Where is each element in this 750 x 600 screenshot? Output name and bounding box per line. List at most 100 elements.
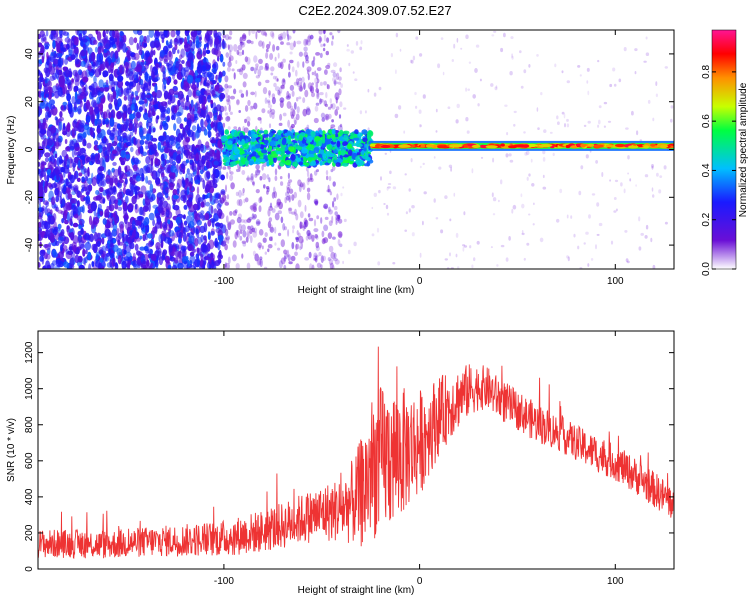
noise-cell <box>332 236 336 240</box>
signal-cell <box>279 147 286 152</box>
noise-cell <box>624 230 628 233</box>
signal-cell <box>605 144 614 148</box>
noise-cell <box>585 231 589 235</box>
noise-cell <box>578 190 582 196</box>
noise-cell <box>244 105 249 112</box>
noise-cell <box>189 251 195 257</box>
noise-cell <box>508 236 511 241</box>
noise-cell <box>234 209 238 214</box>
noise-cell <box>226 194 230 200</box>
noise-cell <box>162 249 168 256</box>
noise-cell <box>113 169 120 177</box>
noise-cell <box>224 75 229 83</box>
signal-cell <box>437 145 445 149</box>
noise-cell <box>124 216 128 225</box>
noise-cell <box>177 262 184 269</box>
noise-cell <box>126 85 132 91</box>
noise-cell <box>175 155 181 164</box>
noise-cell <box>111 175 118 184</box>
noise-cell <box>161 101 168 107</box>
noise-cell <box>66 186 71 194</box>
noise-cell <box>105 150 110 156</box>
noise-cell <box>79 120 86 128</box>
noise-cell <box>38 142 41 147</box>
noise-cell <box>161 37 165 44</box>
noise-cell <box>106 194 111 201</box>
noise-cell <box>139 35 144 43</box>
noise-cell <box>316 169 319 173</box>
noise-cell <box>168 243 173 253</box>
noise-cell <box>60 244 63 252</box>
noise-cell <box>136 82 141 93</box>
noise-cell <box>583 124 587 127</box>
noise-cell <box>50 51 55 57</box>
noise-cell <box>195 153 200 162</box>
noise-cell <box>321 238 326 245</box>
noise-cell <box>173 123 177 131</box>
noise-cell <box>542 157 546 162</box>
noise-cell <box>343 218 347 223</box>
noise-cell <box>257 242 263 249</box>
noise-cell <box>229 111 233 116</box>
noise-cell <box>313 198 319 205</box>
noise-cell <box>134 90 138 97</box>
noise-cell <box>103 135 107 143</box>
noise-cell <box>264 66 269 71</box>
noise-cell <box>155 221 162 229</box>
noise-cell <box>523 131 526 134</box>
signal-cell <box>362 137 368 143</box>
noise-cell <box>147 117 153 124</box>
noise-cell <box>117 75 124 82</box>
noise-cell <box>109 195 116 205</box>
noise-cell <box>277 89 281 96</box>
noise-cell <box>359 110 363 115</box>
signal-cell <box>565 144 571 149</box>
noise-cell <box>295 213 299 221</box>
noise-cell <box>146 35 150 43</box>
noise-cell <box>398 105 402 110</box>
noise-cell <box>132 30 140 35</box>
noise-cell <box>323 100 327 107</box>
noise-cell <box>203 43 207 49</box>
noise-cell <box>38 150 42 161</box>
signal-cell <box>308 150 316 155</box>
signal-cell <box>356 143 363 147</box>
noise-cell <box>238 110 241 113</box>
noise-cell <box>106 129 111 136</box>
noise-cell <box>596 233 600 236</box>
noise-cell <box>256 169 261 173</box>
noise-cell <box>150 158 154 167</box>
noise-cell <box>314 255 318 263</box>
noise-cell <box>566 123 570 128</box>
noise-cell <box>39 85 42 90</box>
signal-cell <box>248 130 252 136</box>
noise-cell <box>280 216 284 224</box>
noise-cell <box>258 229 264 236</box>
noise-cell <box>395 32 399 38</box>
noise-cell <box>290 255 296 262</box>
noise-cell <box>383 203 386 205</box>
noise-cell <box>219 56 224 62</box>
noise-cell <box>189 255 196 264</box>
noise-cell <box>170 30 176 38</box>
x-tick-label: 0 <box>417 276 423 287</box>
noise-cell <box>240 93 245 98</box>
noise-cell <box>537 127 540 130</box>
noise-cell <box>87 251 92 261</box>
noise-cell <box>206 161 209 169</box>
noise-cell <box>202 106 207 111</box>
noise-cell <box>82 196 89 201</box>
noise-cell <box>335 106 340 111</box>
noise-cell <box>304 257 310 261</box>
noise-cell <box>222 122 226 128</box>
noise-cell <box>342 186 345 189</box>
noise-cell <box>334 259 340 265</box>
noise-cell <box>303 82 306 90</box>
signal-cell <box>339 136 343 141</box>
noise-cell <box>293 40 296 48</box>
noise-cell <box>392 262 396 265</box>
noise-cell <box>277 62 282 68</box>
noise-cell <box>140 185 147 195</box>
noise-cell <box>129 113 135 120</box>
signal-cell <box>471 144 481 148</box>
